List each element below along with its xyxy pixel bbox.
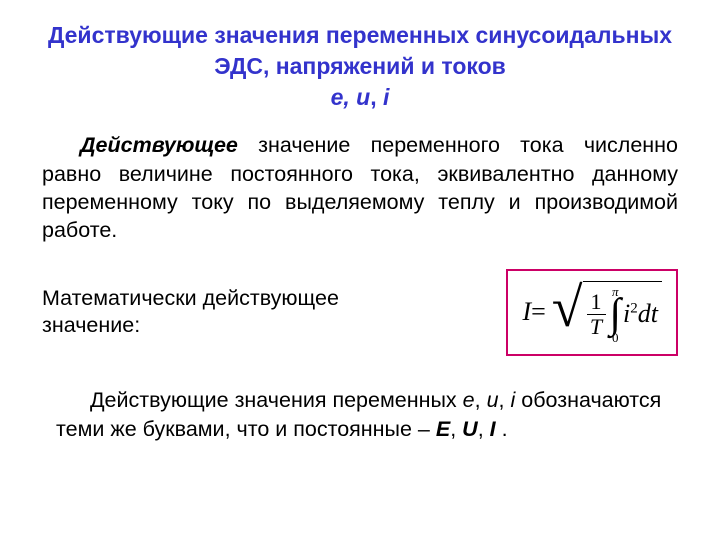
math-label-2: значение: [42, 313, 140, 337]
p2-v1: e [463, 388, 475, 412]
p2-cs2: , [478, 417, 490, 441]
p2-v2: u [487, 388, 499, 412]
title-var-i: i [383, 84, 389, 110]
math-label-1: Математически действующее [42, 286, 339, 310]
formula-label: Математически действующее значение: [42, 285, 486, 341]
integral-sign: ∫ [610, 298, 622, 332]
differential: dt [638, 299, 658, 328]
page-title: Действующие значения переменных синусоид… [42, 20, 678, 113]
formula-row: Математически действующее значение: I = … [42, 269, 678, 357]
title-vars-eu: e, u [331, 84, 371, 110]
p2-end: . [496, 417, 508, 441]
title-text: Действующие значения переменных синусоид… [48, 22, 672, 79]
p2-s2: , [499, 388, 511, 412]
formula-eq: = [531, 297, 546, 327]
para1-lead: Действующее [80, 133, 238, 157]
p2-s1: , [475, 388, 487, 412]
integrand: i2dt [623, 299, 658, 329]
frac-den: T [590, 315, 602, 338]
p2-cs1: , [450, 417, 462, 441]
p2-t1: Действующие значения переменных [90, 388, 463, 412]
sqrt-expression: √ 1 T π ∫ 0 i2dt [552, 281, 662, 345]
p2-c2: U [462, 417, 478, 441]
paragraph-notation: Действующие значения переменных e, u, i … [42, 386, 678, 443]
integrand-exp: 2 [630, 301, 638, 317]
frac-num: 1 [587, 291, 606, 315]
p2-c1: E [436, 417, 450, 441]
sqrt-content: 1 T π ∫ 0 i2dt [583, 281, 662, 345]
rms-formula: I = √ 1 T π ∫ 0 i2dt [506, 269, 678, 357]
int-lower: 0 [612, 331, 619, 344]
integral: π ∫ 0 [610, 285, 622, 345]
sqrt-sign: √ [552, 285, 583, 333]
fraction: 1 T [587, 291, 606, 338]
formula-lhs: I [522, 297, 531, 327]
paragraph-definition: Действующее значение переменного тока чи… [42, 131, 678, 245]
title-vars-sep: , [370, 84, 383, 110]
